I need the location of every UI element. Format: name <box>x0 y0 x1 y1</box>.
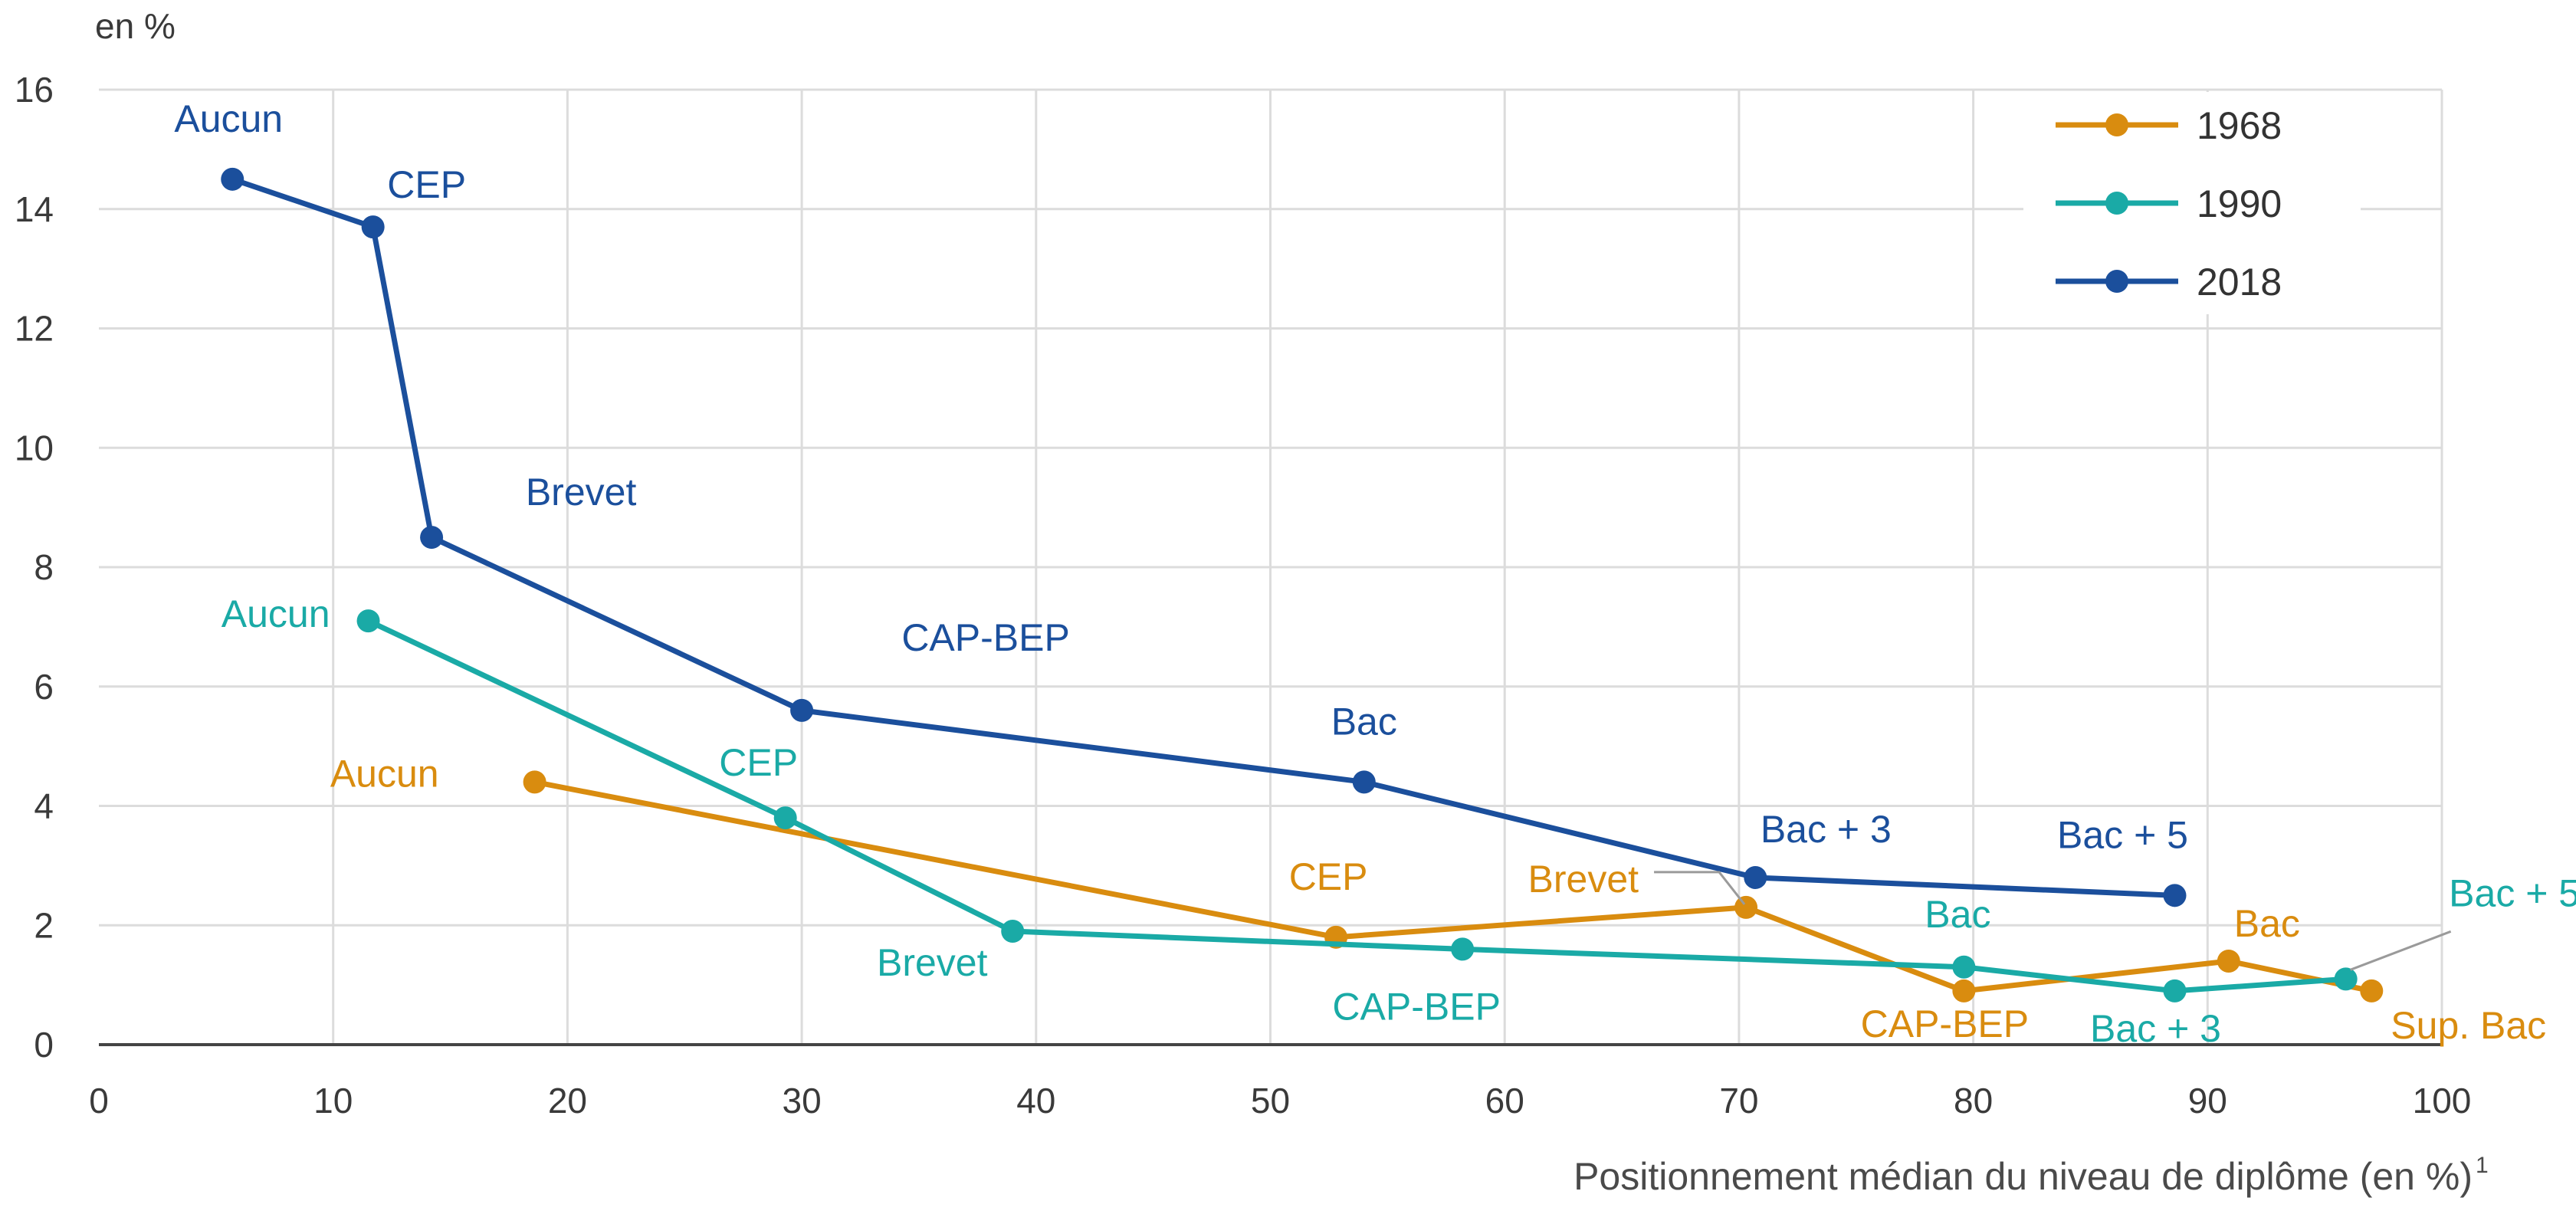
x-tick-label-0: 0 <box>89 1081 109 1121</box>
x-axis-title: Positionnement médian du niveau de diplô… <box>1573 1155 2473 1198</box>
data-point-1968-brevet <box>1734 895 1758 919</box>
x-tick-label-90: 90 <box>2188 1081 2227 1121</box>
data-point-2018-aucun <box>221 167 244 191</box>
point-label-1990-aucun: Aucun <box>222 592 330 635</box>
x-tick-label-50: 50 <box>1251 1081 1290 1121</box>
grid <box>99 88 2443 1045</box>
data-point-1968-aucun <box>523 770 546 794</box>
point-label-2018-brevet: Brevet <box>526 471 637 514</box>
y-tick-label-14: 14 <box>15 189 54 229</box>
point-label-1968-bac: Bac <box>2234 902 2300 945</box>
data-point-1968-sup-bac <box>2360 979 2384 1002</box>
legend-label-1990: 1990 <box>2197 182 2282 225</box>
data-point-1990-cep <box>773 806 797 830</box>
x-tick-label-40: 40 <box>1016 1081 1055 1121</box>
point-label-2018-bac-3: Bac + 3 <box>1761 808 1892 851</box>
data-point-2018-bac-5 <box>2163 884 2187 907</box>
data-point-2018-cap-bep <box>790 698 814 722</box>
point-label-1990-bac-5: Bac + 5 <box>2449 871 2576 914</box>
axes: 0 2 4 6 8 10 12 14 16 0 10 20 30 40 50 60 70 80 90 100 en % P… <box>15 6 2489 1198</box>
legend: 1968 1990 2018 <box>2023 92 2361 314</box>
y-unit-label: en % <box>95 6 176 46</box>
point-label-1990-brevet: Brevet <box>877 941 988 984</box>
series-1968 <box>523 770 2384 1002</box>
legend-label-1968: 1968 <box>2197 104 2282 147</box>
point-label-2018-cap-bep: CAP-BEP <box>901 616 1070 659</box>
leader-line-1990-bac-5 <box>2350 930 2452 971</box>
y-tick-label-12: 12 <box>15 309 54 349</box>
series-line-2018 <box>229 176 2178 898</box>
legend-item-2018: 2018 <box>2056 261 2282 304</box>
y-tick-label-16: 16 <box>15 70 54 110</box>
point-label-1968-cep: CEP <box>1289 855 1368 898</box>
point-label-1990-bac: Bac <box>1925 893 1990 936</box>
legend-item-1990: 1990 <box>2056 182 2282 225</box>
y-tick-label-6: 6 <box>34 667 54 707</box>
y-tick-label-4: 4 <box>34 786 54 826</box>
data-point-1990-aucun <box>356 609 380 633</box>
x-tick-label-30: 30 <box>783 1081 822 1121</box>
y-tick-label-10: 10 <box>15 428 54 468</box>
point-label-1990-cep: CEP <box>719 741 798 784</box>
data-point-2018-brevet <box>420 526 444 550</box>
x-axis-title-footnote: 1 <box>2476 1153 2489 1178</box>
x-tick-label-60: 60 <box>1485 1081 1524 1121</box>
data-point-1990-cap-bep <box>1451 937 1475 961</box>
x-tick-label-80: 80 <box>1954 1081 1993 1121</box>
series-2018 <box>221 167 2187 907</box>
point-label-1968-aucun: Aucun <box>330 752 439 795</box>
leader-line-1968-brevet <box>1654 871 1746 905</box>
x-tick-label-100: 100 <box>2413 1081 2472 1121</box>
data-point-1968-bac <box>2217 949 2240 973</box>
y-tick-label-2: 2 <box>34 905 54 945</box>
point-labels: Aucun CEP Brevet CAP-BEP Bac Sup. Bac Aucun CEP… <box>174 97 2576 1050</box>
legend-item-1968: 1968 <box>2056 104 2282 147</box>
data-point-2018-bac <box>1352 770 1376 794</box>
point-label-1968-sup-bac: Sup. Bac <box>2391 1004 2546 1047</box>
data-point-1990-bac-3 <box>2163 979 2187 1002</box>
legend-swatch-marker-1968 <box>2105 113 2128 136</box>
data-point-1990-bac <box>1952 955 1976 979</box>
x-tick-label-10: 10 <box>313 1081 353 1121</box>
series-1990 <box>356 609 2358 1002</box>
legend-label-2018: 2018 <box>2197 261 2282 304</box>
x-tick-label-20: 20 <box>548 1081 587 1121</box>
legend-swatch-marker-1990 <box>2105 192 2128 215</box>
point-label-1968-cap-bep: CAP-BEP <box>1861 1002 2030 1045</box>
y-tick-label-8: 8 <box>34 547 54 587</box>
point-label-2018-bac-5: Bac + 5 <box>2057 813 2188 856</box>
point-label-1990-cap-bep: CAP-BEP <box>1332 985 1501 1028</box>
series-lines <box>221 167 2384 1002</box>
data-point-1990-bac-5 <box>2334 967 2358 991</box>
y-tick-label-0: 0 <box>34 1025 54 1065</box>
point-label-2018-bac: Bac <box>1331 700 1397 743</box>
point-label-2018-cep: CEP <box>387 163 466 206</box>
data-point-1990-brevet <box>1001 920 1025 943</box>
data-point-2018-bac-3 <box>1744 865 1767 889</box>
point-label-1990-bac-3: Bac + 3 <box>2090 1007 2221 1050</box>
data-point-1968-cap-bep <box>1952 979 1976 1002</box>
point-label-2018-aucun: Aucun <box>174 97 283 140</box>
legend-swatch-marker-2018 <box>2105 270 2128 293</box>
x-tick-label-70: 70 <box>1719 1081 1758 1121</box>
data-point-2018-cep <box>361 215 385 239</box>
point-label-1968-brevet: Brevet <box>1528 858 1639 901</box>
series-line-1968 <box>532 779 2374 994</box>
